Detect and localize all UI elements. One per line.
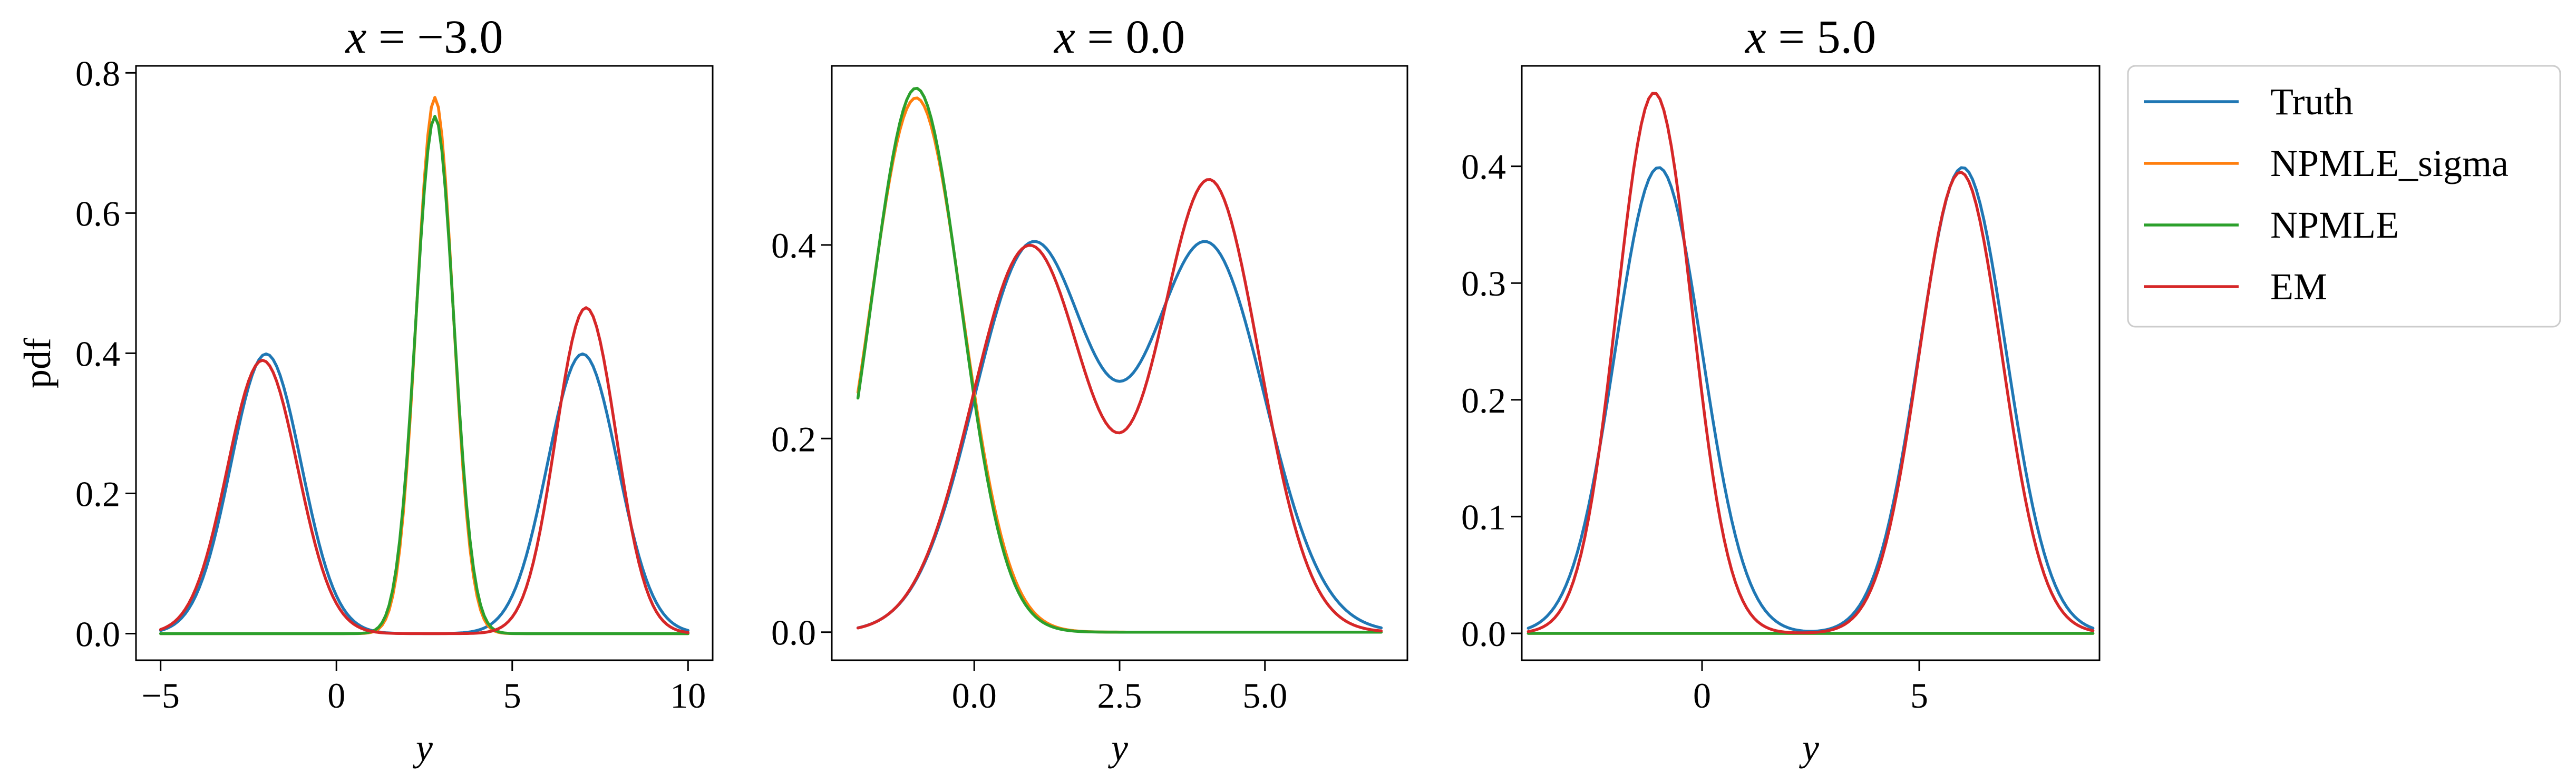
- series-line-em: [159, 306, 690, 635]
- y-tick-label: 0.2: [75, 474, 120, 514]
- x-axis-label: y: [1107, 727, 1128, 769]
- x-tick-label: −5: [142, 676, 180, 716]
- x-tick-label: 2.5: [1097, 676, 1142, 716]
- y-tick-label: 0.4: [75, 334, 120, 374]
- legend: Truth NPMLE_sigma NPMLE EM: [2127, 65, 2561, 328]
- legend-label: EM: [2270, 266, 2327, 308]
- panel-2: 0.0 2.5 5.0 0.0 0.2 0.4 y x = 0.0: [771, 11, 1408, 769]
- series-line-em: [1527, 92, 2095, 634]
- series-group: [856, 86, 1383, 634]
- legend-entry: EM: [2144, 266, 2327, 308]
- x-tick-label: 0.0: [952, 676, 997, 716]
- x-axis-label: y: [412, 727, 433, 769]
- y-tick-label: 0.4: [1461, 147, 1506, 187]
- series-line-npmle: [856, 86, 1383, 634]
- y-axis-label: pdf: [16, 338, 59, 388]
- legend-box: [2127, 65, 2561, 328]
- y-tick-label: 0.2: [1461, 380, 1506, 420]
- x-tick-label: 0: [1693, 676, 1711, 716]
- x-tick-label: 10: [670, 676, 706, 716]
- panels: −5 0 5 10 0.0 0.2 0.4 0.6 0.8 y pdf x = −3.0 0.0 2.5 5…: [16, 11, 2101, 769]
- y-tick-label: 0.0: [1461, 614, 1506, 654]
- legend-entry: Truth: [2144, 81, 2353, 123]
- y-tick-label: 0.2: [771, 419, 816, 459]
- y-tick-label: 0.4: [771, 226, 816, 266]
- panel-title: x = 5.0: [1744, 11, 1876, 63]
- x-tick-label: 5.0: [1242, 676, 1287, 716]
- axes-frame: [831, 65, 1408, 661]
- y-tick-label: 0.0: [771, 613, 816, 653]
- y-tick-label: 0.6: [75, 193, 120, 233]
- x-axis-label: y: [1799, 727, 1819, 769]
- axes-frame: [1521, 65, 2101, 661]
- x-tick-label: 5: [1910, 676, 1928, 716]
- legend-label: NPMLE: [2270, 204, 2399, 246]
- legend-label: Truth: [2270, 81, 2353, 123]
- y-tick-label: 0.3: [1461, 263, 1506, 304]
- y-tick-label: 0.8: [75, 53, 120, 93]
- x-tick-label: 5: [503, 676, 521, 716]
- y-tick-label: 0.1: [1461, 497, 1506, 537]
- y-tick-label: 0.0: [75, 614, 120, 654]
- series-group: [1527, 92, 2095, 635]
- axes-frame: [135, 65, 714, 661]
- series-line-truth: [856, 240, 1383, 630]
- panel-1: −5 0 5 10 0.0 0.2 0.4 0.6 0.8 y pdf x = −3.0: [16, 11, 714, 769]
- x-tick-label: 0: [327, 676, 345, 716]
- legend-label: NPMLE_sigma: [2270, 142, 2509, 184]
- panel-title: x = 0.0: [1053, 11, 1185, 63]
- legend-entry: NPMLE_sigma: [2144, 142, 2509, 184]
- series-group: [159, 96, 690, 635]
- series-line-npmle: [159, 115, 690, 635]
- legend-entry: NPMLE: [2144, 204, 2399, 246]
- panel-title: x = −3.0: [345, 11, 503, 63]
- panel-3: 0 5 0.0 0.1 0.2 0.3 0.4 y x = 5.0: [1461, 11, 2101, 769]
- series-line-em: [856, 178, 1383, 633]
